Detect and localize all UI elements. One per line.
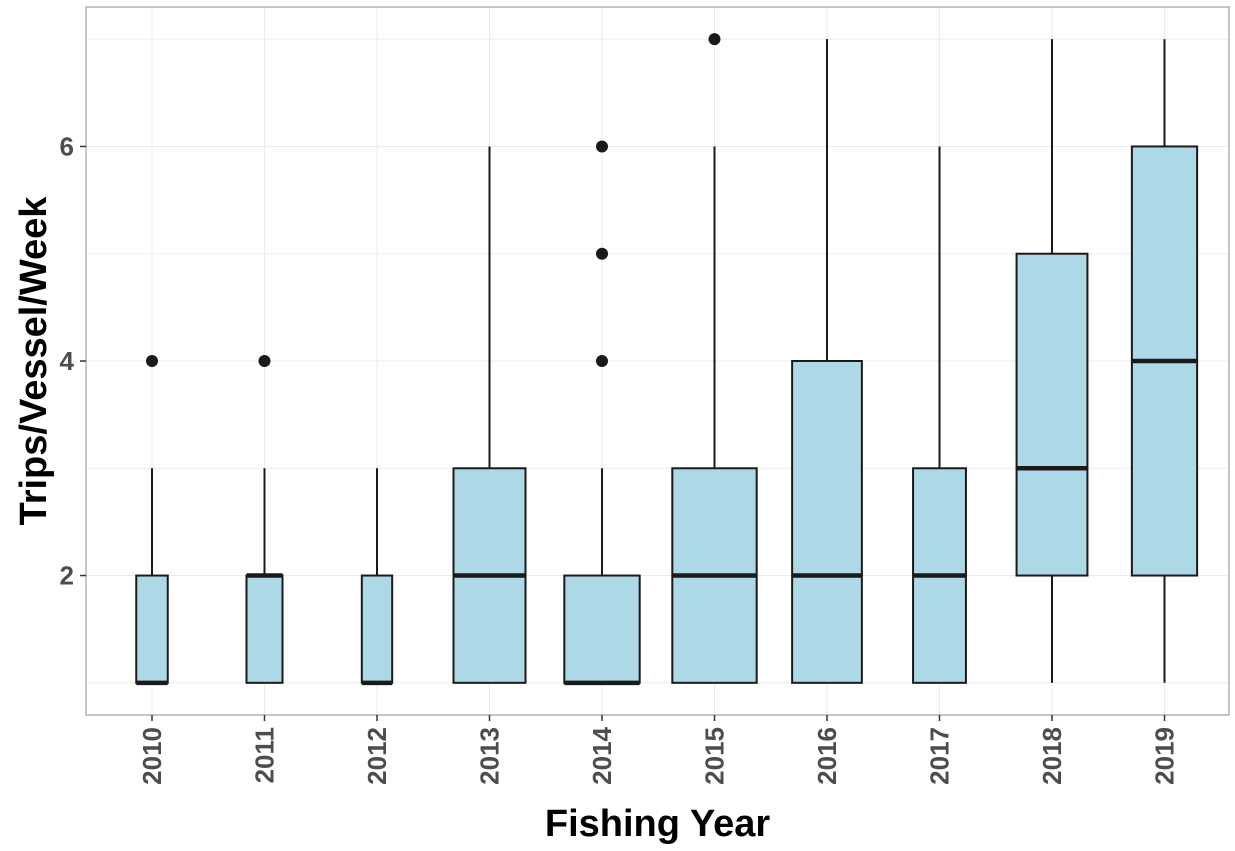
x-tick-label: 2011 [250,727,280,783]
x-tick-label: 2015 [700,727,730,785]
box-2014 [563,140,641,686]
iqr-box [135,574,169,684]
x-tick-label: 2017 [925,727,955,785]
x-tick-label: 2012 [362,727,392,785]
box-2010 [135,355,169,686]
iqr-box [360,574,394,684]
outlier-point [596,247,608,260]
x-tick-label: 2016 [812,727,842,785]
box-2016 [791,39,863,684]
box-2012 [360,468,394,686]
box-2018 [1015,39,1089,683]
x-axis-title: Fishing Year [545,803,770,845]
y-tick-label: 4 [60,346,75,376]
x-tick-label: 2018 [1037,727,1067,785]
outlier-point [708,33,721,46]
x-tick-label: 2019 [1150,727,1180,785]
iqr-box [563,574,641,684]
iqr-box [791,360,863,684]
y-tick-label: 2 [60,561,74,591]
y-axis-title: Trips/Vessel/Week [13,196,55,526]
box-series [135,33,1199,686]
box-2015 [671,33,758,684]
box-2013 [452,146,527,684]
x-tick-label: 2013 [475,727,505,785]
outlier-point [258,355,271,367]
x-tick-label: 2014 [587,726,617,784]
box-2011 [245,355,284,684]
x-axis-ticks: 2010 2011 2012 2013 2014 2015 2016 2017 2018 2019 [137,715,1180,785]
y-tick-label: 6 [60,131,74,161]
outlier-point [146,355,158,367]
outlier-point [596,355,608,367]
y-axis-ticks: 2 4 6 [60,131,86,591]
iqr-box [1015,252,1089,577]
box-2017 [912,146,967,684]
box-2019 [1130,39,1199,683]
outlier-point [596,140,608,153]
x-tick-label: 2010 [137,727,167,785]
iqr-box [245,574,284,684]
